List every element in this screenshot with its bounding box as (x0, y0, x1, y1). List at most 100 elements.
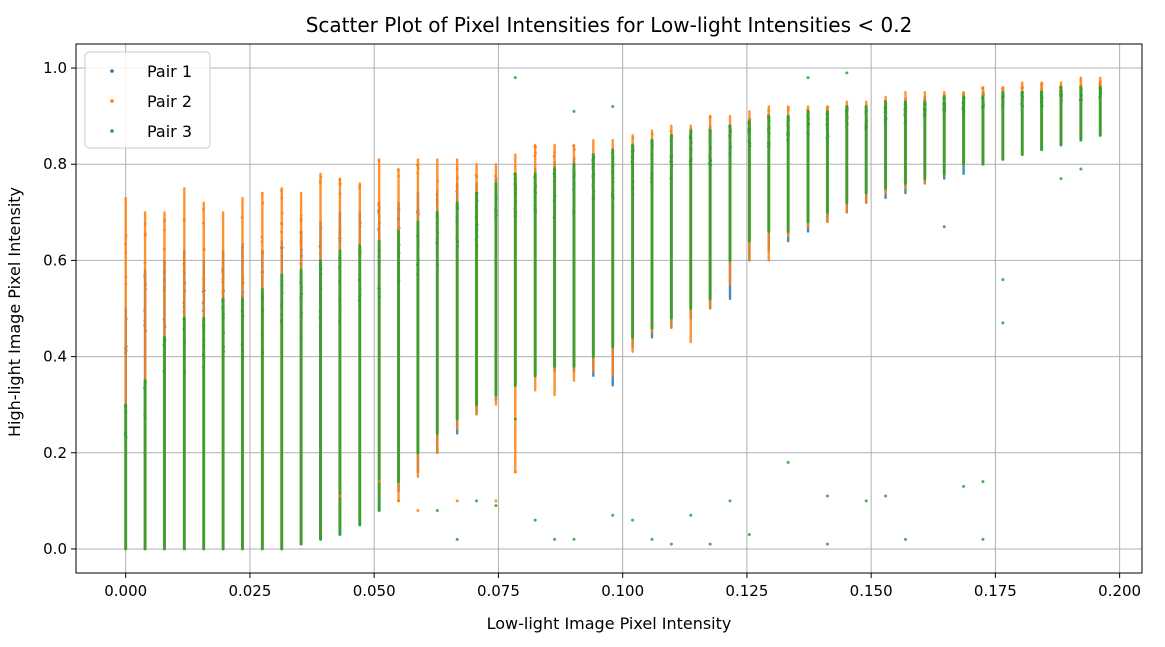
data-point (143, 233, 147, 237)
data-point (455, 167, 459, 171)
data-point (611, 169, 614, 173)
data-point (358, 278, 362, 281)
data-point (124, 234, 128, 237)
data-point (416, 257, 420, 261)
data-point (416, 508, 420, 512)
data-point (1040, 104, 1044, 108)
data-point (553, 160, 556, 164)
data-point (552, 155, 556, 158)
data-point (1098, 82, 1102, 86)
data-point (806, 115, 809, 118)
data-point (534, 191, 538, 195)
data-point (201, 353, 205, 356)
data-point (182, 270, 186, 273)
data-point (338, 310, 342, 314)
data-point (533, 189, 537, 192)
data-point (241, 349, 244, 353)
x-axis-label: Low-light Image Pixel Intensity (487, 614, 732, 633)
data-point (552, 216, 556, 219)
plot-points (123, 71, 1103, 551)
data-point (475, 186, 479, 190)
data-point (455, 207, 459, 210)
data-point (533, 196, 537, 200)
data-point (143, 414, 147, 418)
data-point (358, 293, 362, 297)
data-point (786, 133, 790, 137)
data-point (513, 76, 517, 80)
data-point (162, 343, 166, 347)
data-point (436, 263, 439, 267)
data-point (942, 225, 946, 229)
data-point (708, 115, 712, 118)
data-point (825, 494, 829, 498)
data-point (124, 282, 128, 286)
data-point (397, 499, 401, 503)
data-point (883, 106, 887, 110)
data-point (358, 304, 362, 307)
data-point (416, 234, 419, 238)
y-tick-label: 0.6 (43, 251, 67, 269)
data-point (572, 171, 576, 175)
data-point (630, 161, 634, 165)
data-point (1021, 95, 1024, 99)
data-point (475, 228, 479, 232)
data-point (338, 306, 342, 309)
data-point (1040, 96, 1044, 99)
series-pair-2-outliers (338, 470, 517, 512)
data-point (1039, 101, 1043, 105)
data-point (182, 257, 186, 261)
data-point (319, 181, 322, 185)
data-point (533, 209, 537, 213)
data-point (1001, 104, 1005, 108)
x-tick-label: 0.100 (601, 582, 644, 600)
data-point (241, 314, 245, 318)
data-point (825, 107, 829, 110)
data-point (280, 301, 284, 304)
data-point (378, 206, 381, 210)
data-point (884, 494, 888, 498)
legend-box (84, 51, 211, 149)
data-point (1001, 278, 1005, 282)
data-point (241, 281, 245, 285)
data-point (631, 179, 634, 183)
data-point (396, 206, 400, 210)
data-point (864, 109, 868, 113)
x-tick-label: 0.175 (974, 582, 1017, 600)
data-point (377, 291, 381, 294)
data-point (299, 235, 303, 239)
data-point (319, 220, 322, 224)
data-point (825, 112, 829, 116)
x-tick-label: 0.200 (1098, 582, 1141, 600)
legend-label: Pair 1 (147, 62, 192, 81)
plot-frame (75, 43, 1143, 574)
data-point (338, 192, 342, 196)
data-point (163, 219, 167, 223)
data-point (669, 129, 673, 133)
data-point (143, 222, 147, 226)
data-point (514, 187, 517, 191)
data-point (162, 370, 166, 374)
data-point (358, 221, 362, 225)
legend: Pair 1 Pair 2 Pair 3 (84, 51, 211, 149)
data-point (415, 163, 419, 167)
data-point (474, 216, 478, 219)
legend-label: Pair 2 (147, 92, 192, 111)
data-point (435, 192, 439, 196)
data-point (767, 119, 771, 123)
data-point (572, 182, 576, 186)
data-point (123, 404, 127, 408)
data-point (144, 416, 147, 420)
data-point (201, 365, 205, 369)
x-tick-label: 0.025 (228, 582, 271, 600)
data-point (201, 208, 205, 211)
data-point (903, 114, 907, 118)
data-point (358, 186, 361, 189)
data-point (533, 199, 537, 203)
data-point (455, 189, 459, 193)
data-point (982, 90, 985, 94)
data-point (1001, 321, 1005, 325)
data-point (494, 499, 498, 503)
data-point (553, 205, 556, 208)
data-point (261, 307, 265, 311)
data-point (728, 146, 732, 150)
